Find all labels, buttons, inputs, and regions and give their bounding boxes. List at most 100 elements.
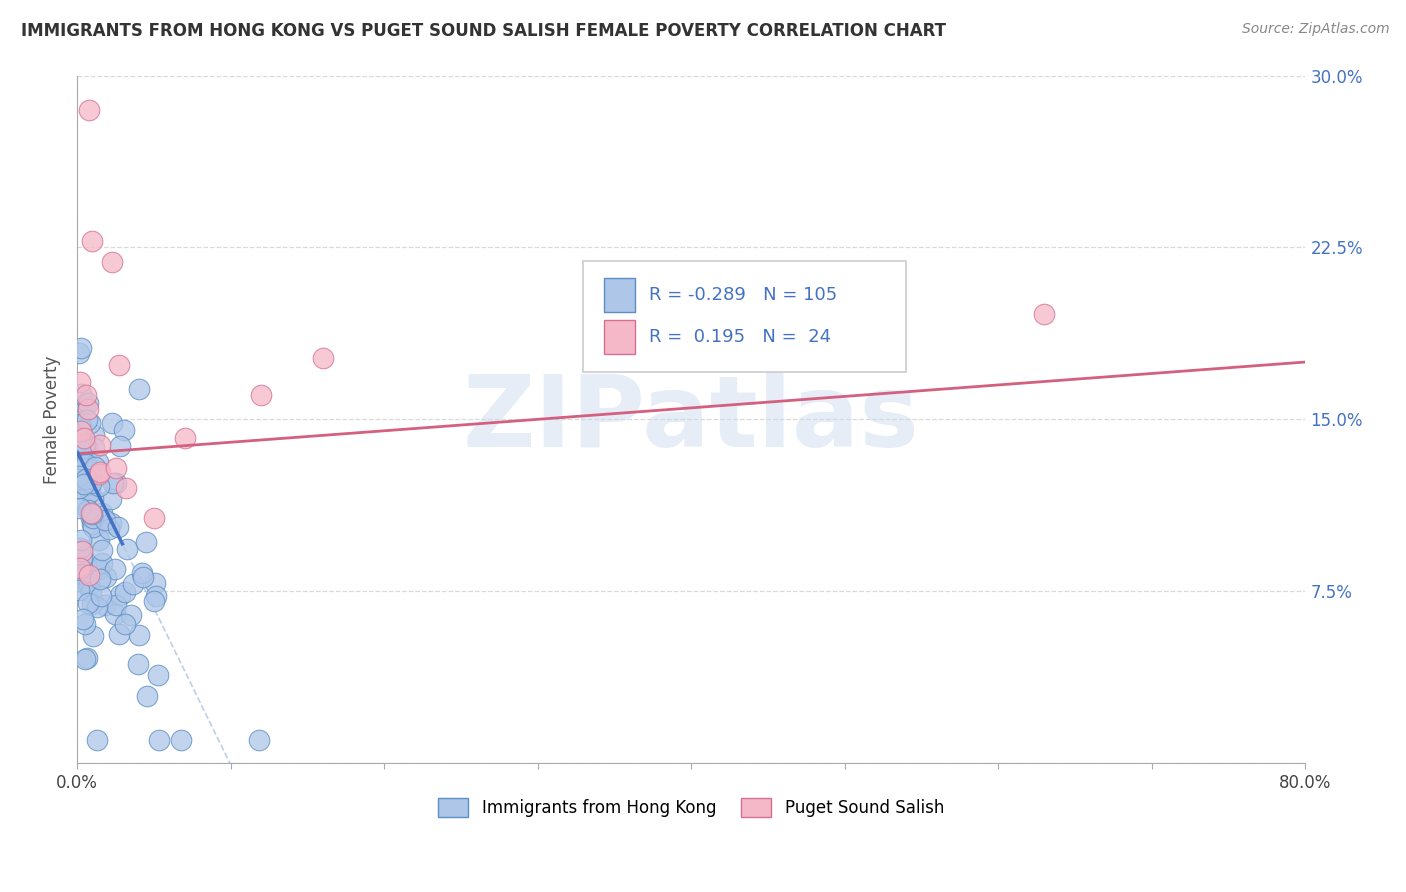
Point <box>69 561 91 575</box>
Point <box>108 438 131 452</box>
Point <box>89 572 111 586</box>
Point <box>80 506 103 520</box>
Point <box>120 608 142 623</box>
Point <box>135 535 157 549</box>
Point <box>100 492 122 507</box>
Text: Source: ZipAtlas.com: Source: ZipAtlas.com <box>1241 22 1389 37</box>
Point <box>87 533 110 548</box>
Point <box>79 585 101 599</box>
Point <box>87 479 110 493</box>
Point <box>131 566 153 580</box>
Point <box>128 628 150 642</box>
Point <box>82 597 104 611</box>
Point <box>75 457 97 471</box>
Point <box>128 382 150 396</box>
Point <box>112 423 135 437</box>
Text: R =  0.195   N =  24: R = 0.195 N = 24 <box>650 328 831 346</box>
Point <box>83 441 105 455</box>
Point <box>101 254 124 268</box>
Point <box>75 437 97 451</box>
Point <box>104 607 127 622</box>
Point <box>67 346 90 360</box>
Point <box>82 629 104 643</box>
Point <box>132 570 155 584</box>
Point <box>250 388 273 402</box>
Point <box>75 652 97 666</box>
Point <box>77 596 100 610</box>
Point <box>82 491 104 506</box>
Point <box>90 506 112 520</box>
Point <box>100 516 122 530</box>
Point <box>94 570 117 584</box>
Point <box>108 627 131 641</box>
Point <box>73 431 96 445</box>
Point <box>79 103 101 117</box>
Y-axis label: Female Poverty: Female Poverty <box>44 355 60 483</box>
Point <box>75 472 97 486</box>
Point <box>75 388 97 402</box>
Point <box>1033 307 1056 321</box>
Point <box>75 559 97 574</box>
Point <box>170 733 193 747</box>
Point <box>70 456 93 470</box>
Point <box>73 476 96 491</box>
Point <box>82 520 104 534</box>
Text: R = -0.289   N = 105: R = -0.289 N = 105 <box>650 286 837 304</box>
Point <box>67 468 90 483</box>
Point <box>94 513 117 527</box>
Point <box>70 567 93 582</box>
Point <box>67 472 90 486</box>
Point <box>67 583 90 598</box>
Point <box>70 550 93 565</box>
Point <box>89 467 111 482</box>
Point <box>79 416 101 430</box>
Point <box>82 517 104 532</box>
Point <box>247 733 270 747</box>
Point <box>143 593 166 607</box>
Point <box>103 475 125 490</box>
Point <box>127 657 149 671</box>
Point <box>69 500 91 515</box>
Point <box>76 477 98 491</box>
Point <box>90 589 112 603</box>
Point <box>145 589 167 603</box>
Point <box>104 562 127 576</box>
Point <box>87 562 110 576</box>
Point <box>76 472 98 486</box>
Point <box>86 733 108 747</box>
Point <box>69 376 91 390</box>
Point <box>75 445 97 459</box>
Point <box>97 522 120 536</box>
Point <box>142 511 165 525</box>
Point <box>104 476 127 491</box>
Point <box>70 533 93 548</box>
Point <box>122 576 145 591</box>
Point <box>76 396 98 410</box>
Point <box>69 541 91 555</box>
Point <box>91 543 114 558</box>
Point <box>312 351 335 366</box>
Point <box>69 424 91 438</box>
Point <box>173 430 195 444</box>
Point <box>101 416 124 430</box>
Point <box>104 461 127 475</box>
Point <box>834 274 856 288</box>
Point <box>87 562 110 576</box>
Legend: Immigrants from Hong Kong, Puget Sound Salish: Immigrants from Hong Kong, Puget Sound S… <box>432 791 950 823</box>
Point <box>76 441 98 455</box>
Point <box>73 442 96 456</box>
Point <box>77 503 100 517</box>
Point <box>108 588 131 602</box>
Point <box>90 557 112 571</box>
Point <box>114 585 136 599</box>
Point <box>70 341 93 355</box>
Point <box>104 599 127 613</box>
Point <box>82 507 104 521</box>
Point <box>77 576 100 591</box>
Point <box>67 482 90 496</box>
Point <box>86 599 108 614</box>
Point <box>76 651 98 665</box>
Point <box>84 460 107 475</box>
Point <box>115 541 138 556</box>
Point <box>77 579 100 593</box>
